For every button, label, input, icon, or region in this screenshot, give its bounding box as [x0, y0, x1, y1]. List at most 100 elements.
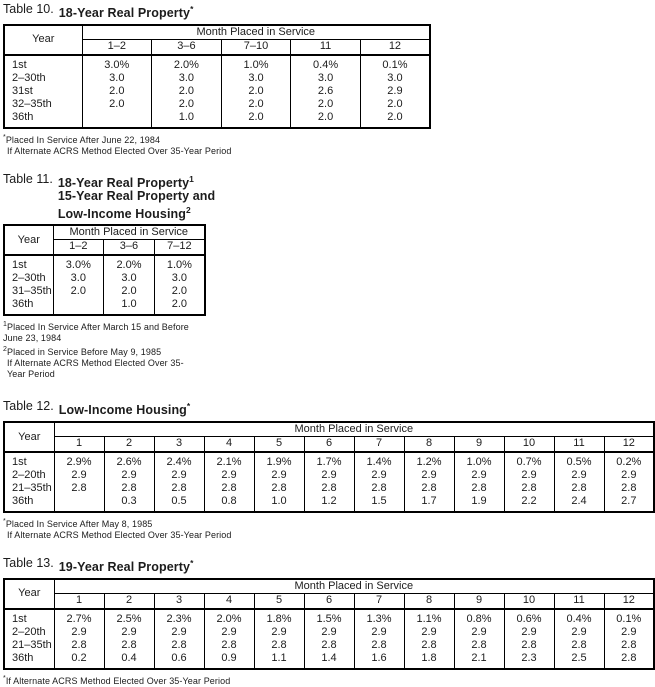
- footnote-text: Placed In Service After March 15 and Bef…: [3, 322, 189, 344]
- table-title-prefix: Table 13.: [3, 556, 54, 571]
- row-label-cell: 21–35th: [12, 638, 52, 651]
- table-title: Table 12. Low-Income Housing*: [3, 400, 653, 418]
- value-cell: 2.8: [203, 638, 254, 652]
- table-row: 36th 1.0 2.0: [4, 298, 205, 316]
- value-cell: 2.8: [253, 638, 304, 652]
- table-title-bold: Low-Income Housing: [58, 403, 187, 418]
- row-label-cell: 2–30th: [12, 71, 46, 84]
- value-cell: 3.0: [103, 272, 155, 286]
- footnote: *Placed In Service After June 22, 1984: [3, 132, 653, 146]
- year-header-cell: Year: [4, 578, 54, 610]
- value-cell: 2.9: [603, 625, 655, 639]
- footnote-text: If Alternate ACRS Method Elected Over 35…: [7, 145, 232, 156]
- footnotes: *If Alternate ACRS Method Elected Over 3…: [3, 673, 653, 687]
- column-header-cell: 2: [103, 436, 154, 454]
- table-title-text: 19-Year Real Property*: [59, 557, 194, 575]
- value-cell: 2.0: [153, 298, 205, 316]
- footnote: If Alternate ACRS Method Elected Over 35…: [3, 530, 653, 541]
- row-label-cell: 1st: [12, 58, 27, 71]
- row-label-cell: 31–35th: [12, 285, 52, 298]
- row-label-cell: 36th: [12, 651, 34, 664]
- footnote-text: Placed In Service After May 8, 1985: [5, 519, 153, 530]
- footnote: 2Placed in Service Before May 9, 1985: [3, 344, 201, 358]
- column-header-cell: 9: [453, 593, 504, 610]
- column-header-cell: 4: [203, 436, 254, 454]
- year-header-cell: Year: [4, 225, 53, 257]
- row-label-cell: 2–30th: [12, 272, 46, 285]
- row-label-cell: 36th: [12, 495, 34, 508]
- value-cell: 2.0: [359, 110, 431, 128]
- table-row: 31st 2.0 2.0 2.0 2.6 2.9: [4, 84, 431, 98]
- value-cell: 2.8: [53, 482, 104, 496]
- depreciation-table: Year Month Placed in Service 1 2 3 4 5 6 7 8 9 10 11…: [3, 577, 655, 670]
- table-title-bold: Low-Income Housing: [57, 206, 186, 221]
- header-row-1: Year Month Placed in Service: [4, 578, 655, 610]
- value-cell: 0.1%: [359, 54, 431, 72]
- value-cell: 1.5: [353, 495, 404, 513]
- value-cell: 2.9: [203, 469, 254, 483]
- row-label-cell: 1st: [12, 259, 27, 272]
- value-cell: [81, 110, 152, 128]
- footnote-text: If Alternate ACRS Method Elected Over 35…: [7, 530, 232, 541]
- value-cell: 2.9: [353, 469, 404, 483]
- value-cell: 2.3%: [153, 608, 204, 626]
- value-cell: 2.6%: [103, 452, 154, 470]
- title-footnote-marker: 2: [186, 204, 191, 215]
- value-cell: 2.8: [303, 638, 354, 652]
- footnotes: 1Placed In Service After March 15 and Be…: [3, 319, 201, 380]
- row-label-cell: 2–20th: [12, 469, 46, 482]
- table-row: 2–30th 3.0 3.0 3.0: [4, 272, 205, 286]
- value-cell: 2.8: [603, 482, 655, 496]
- header-row-1: Year Month Placed in Service: [4, 24, 431, 56]
- value-cell: 2.9: [103, 469, 154, 483]
- value-cell: 1.0%: [453, 452, 504, 470]
- footnote: *If Alternate ACRS Method Elected Over 3…: [3, 673, 653, 687]
- footnote: *Placed In Service After May 8, 1985: [3, 516, 653, 530]
- value-cell: 2.8: [153, 482, 204, 496]
- column-header-cell: 4: [203, 593, 254, 610]
- value-cell: 1.4%: [353, 452, 404, 470]
- value-cell: 3.0: [151, 71, 222, 85]
- value-cell: 2.8: [453, 638, 504, 652]
- table-row: 31–35th 2.0 2.0 2.0: [4, 285, 205, 299]
- value-cell: 2.0: [81, 84, 152, 98]
- value-cell: [53, 495, 104, 513]
- value-cell: 2.9: [303, 469, 354, 483]
- column-header-cell: 11: [553, 593, 604, 610]
- table-title-text: 18-Year Real Property*: [59, 3, 194, 21]
- section-table-13: Table 13. 19-Year Real Property* Year Month…: [3, 556, 655, 687]
- header-row-2: 1–2 3–6 7–10 11 12: [4, 39, 431, 56]
- row-label-cell: 21–35th: [12, 482, 52, 495]
- value-cell: 3.0%: [52, 255, 104, 273]
- value-cell: 0.9: [203, 651, 254, 669]
- value-cell: 2.9: [453, 625, 504, 639]
- row-label-cell: 36th: [12, 298, 34, 311]
- column-header-cell: 7–10: [220, 39, 291, 56]
- row-label-cell: 1st: [12, 456, 27, 469]
- header-row-1: Year Month Placed in Service: [4, 422, 655, 454]
- value-cell: 1.8%: [253, 608, 304, 626]
- value-cell: 2.0: [153, 285, 205, 299]
- value-cell: 2.1: [453, 651, 504, 669]
- value-cell: 2.9: [303, 625, 354, 639]
- column-header-cell: 3–6: [103, 239, 155, 257]
- value-cell: 2.9: [53, 469, 104, 483]
- title-footnote-marker: *: [190, 4, 194, 14]
- value-cell: 2.8: [603, 638, 655, 652]
- value-cell: 2.8: [203, 482, 254, 496]
- table-row: 21–35th 2.8 2.8 2.8 2.8 2.8 2.8 2.8 2.8 2.8 2.8 2.8…: [4, 638, 655, 652]
- footnote: 1Placed In Service After March 15 and Be…: [3, 319, 201, 344]
- table-title: Table 11. 18-Year Real Property1 15-Year R…: [3, 172, 653, 222]
- value-cell: 0.3: [103, 495, 154, 513]
- year-header-cell: Year: [4, 422, 54, 454]
- column-header-cell: 5: [253, 593, 304, 610]
- column-header-cell: 1: [53, 436, 104, 454]
- value-cell: 1.1%: [403, 608, 454, 626]
- value-cell: 2.9: [103, 625, 154, 639]
- value-cell: 2.9: [253, 625, 304, 639]
- row-label-cell: 1st: [12, 612, 27, 625]
- value-cell: 0.4: [103, 651, 154, 669]
- value-cell: 1.0%: [153, 255, 205, 273]
- value-cell: 2.9: [503, 625, 554, 639]
- value-cell: 2.8: [603, 651, 655, 669]
